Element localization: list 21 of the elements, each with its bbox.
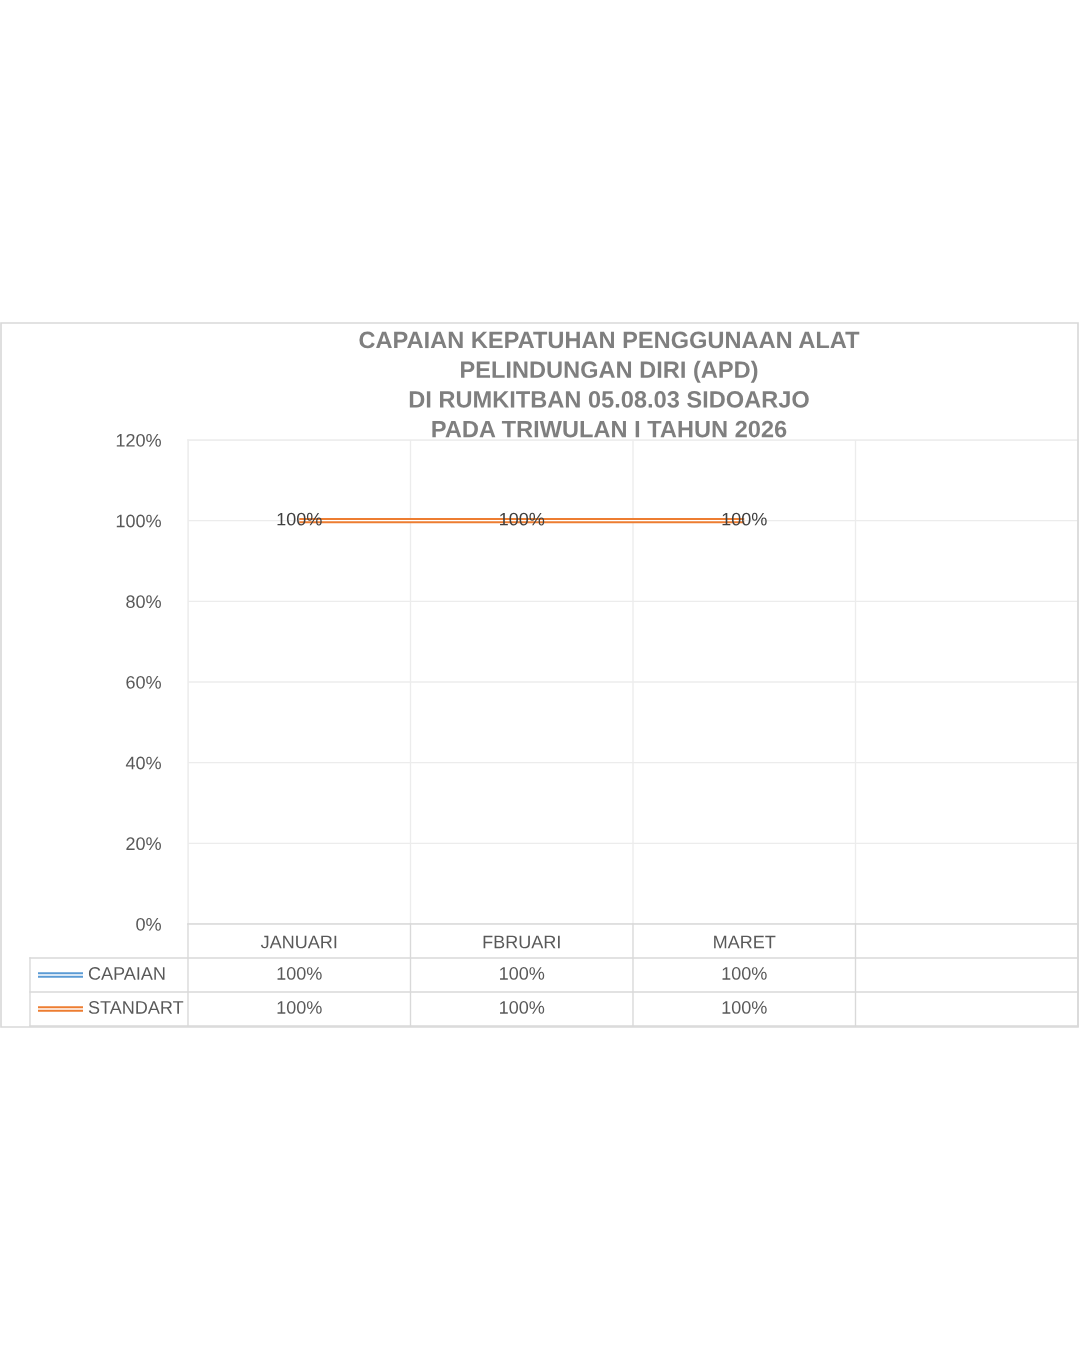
text: 100% [722, 967, 767, 980]
x-tick-label: MARET [714, 935, 776, 949]
y-tick-label: 120% [116, 433, 161, 447]
y-tick-label: 40% [125, 756, 161, 770]
y-tick-label: 80% [126, 595, 161, 609]
y-tick-label: 60% [126, 675, 161, 689]
chart-title: CAPAIAN KEPATUHAN PENGGUNAAN ALAT PELINDUNGAN DIRI (APD) DI RUMKITBAN 05.08.03 SIDOARJO PADA TRIWULAN I TAHUN 2026 [359, 331, 860, 438]
legend-label: STANDART [88, 1001, 184, 1014]
data-label: 100% [722, 1001, 767, 1014]
x-tick-label: JANUARI [260, 935, 337, 949]
data-label: 100% [500, 1001, 545, 1014]
text: 100% [277, 967, 322, 980]
text: 100% [500, 967, 545, 980]
text: 100% [722, 512, 767, 526]
y-tick-label: 100% [116, 514, 161, 528]
legend-label: CAPAIAN [88, 967, 165, 980]
y-tick-label: 20% [126, 837, 161, 851]
text: 100% [277, 512, 322, 526]
data-label: 100% [277, 1001, 322, 1014]
y-tick-label: 0% [136, 917, 161, 931]
x-tick-label: FBRUARI [483, 935, 560, 949]
